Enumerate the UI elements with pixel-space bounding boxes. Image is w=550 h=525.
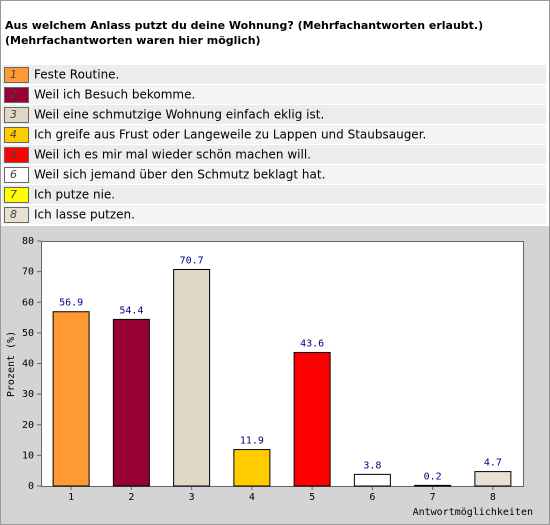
value-label: 54.4 [119,305,143,316]
legend-number: 1 [10,68,17,81]
y-tick-label: 70 [22,267,34,278]
y-tick-label: 30 [22,389,34,400]
value-label: 3.8 [363,460,381,471]
value-label: 0.2 [424,471,442,482]
bar [173,268,211,487]
legend-number: 3 [10,108,17,121]
legend-row [2,185,546,204]
legend-row [2,165,546,184]
subtitle: (Mehrfachantworten waren hier möglich) [5,34,261,47]
legend-row [2,85,546,104]
y-tick-label: 60 [22,297,34,308]
legend-number: 8 [10,208,17,221]
y-tick-label: 40 [22,359,34,370]
x-tick-label: 8 [490,492,496,503]
legend-label: Ich putze nie. [34,188,115,202]
y-tick-label: 80 [22,236,34,247]
x-tick-label: 5 [309,492,315,503]
value-label: 56.9 [59,298,83,309]
bar [353,473,391,487]
legend-number: 7 [10,188,17,201]
value-label: 43.6 [300,338,324,349]
legend-number: 4 [10,128,17,141]
legend-number: 6 [10,168,17,181]
legend-label: Ich greife aus Frust oder Langeweile zu … [34,128,426,142]
legend-label: Weil sich jemand über den Schmutz beklag… [34,168,325,182]
legend-label: Ich lasse putzen. [34,208,135,222]
legend-row [2,65,546,84]
bar [112,318,150,487]
legend-swatch [4,167,29,183]
y-tick-label: 0 [28,481,34,492]
value-label: 11.9 [240,436,264,447]
bar [474,471,512,487]
bar [233,449,271,487]
x-tick-label: 4 [249,492,255,503]
x-axis-label: Antwortmöglichkeiten [413,507,533,518]
legend-swatch [4,187,29,203]
legend-label: Weil ich Besuch bekomme. [34,88,195,102]
legend-swatch [4,107,29,123]
legend-row [2,105,546,124]
legend-number: 2 [10,88,17,101]
value-label: 70.7 [180,255,204,266]
y-axis-label: Prozent (%) [6,331,17,397]
y-tick-label: 50 [22,328,34,339]
x-tick-label: 2 [128,492,134,503]
bar [52,311,90,487]
legend-label: Weil ich es mir mal wieder schön machen … [34,148,311,162]
x-tick-label: 6 [369,492,375,503]
y-tick-label: 20 [22,420,34,431]
bar [293,351,331,487]
x-tick-label: 1 [68,492,74,503]
legend-row [2,125,546,144]
legend-row [2,145,546,164]
title: Aus welchem Anlass putzt du deine Wohnun… [5,19,483,32]
legend-swatch [4,87,29,103]
legend-label: Weil eine schmutzige Wohnung einfach ekl… [34,108,324,122]
legend-row [2,205,546,224]
x-tick-label: 7 [430,492,436,503]
legend-swatch [4,207,29,223]
legend-swatch [4,147,29,163]
legend-number: 5 [10,148,17,161]
value-label: 4.7 [484,458,502,469]
legend-swatch [4,127,29,143]
legend-swatch [4,67,29,83]
legend-label: Feste Routine. [34,68,119,82]
x-tick-label: 3 [189,492,195,503]
y-tick-label: 10 [22,450,34,461]
bar [414,484,452,487]
